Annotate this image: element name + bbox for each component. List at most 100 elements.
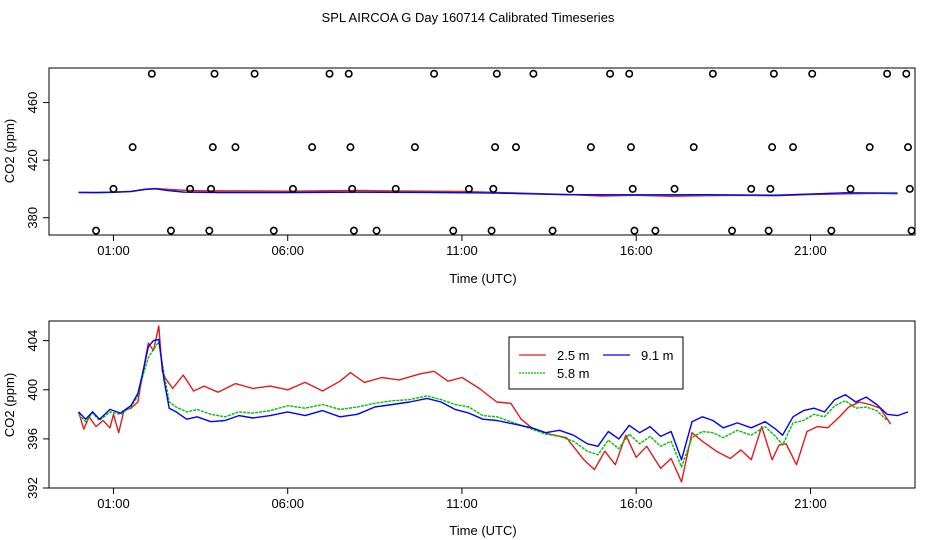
calibration-point — [288, 184, 297, 193]
legend-label-9-1m: 9.1 m — [641, 348, 674, 363]
bottom-y-axis: 392 396 400 404 — [25, 330, 49, 499]
y-tick-label: 392 — [25, 477, 40, 499]
x-tick-label: 21:00 — [794, 496, 827, 511]
calibration-point — [308, 143, 317, 152]
calibration-point — [344, 69, 353, 78]
series-line-9-1m — [78, 188, 898, 197]
calibration-point — [269, 226, 278, 235]
legend: 2.5 m 9.1 m 5.8 m — [508, 336, 684, 390]
x-tick-label: 16:00 — [620, 243, 653, 258]
x-tick-label: 06:00 — [271, 243, 304, 258]
calibration-point — [670, 184, 679, 193]
bottom-plot-frame — [48, 320, 916, 489]
calibration-point — [651, 226, 660, 235]
top-x-axis: 01:00 06:00 11:00 16:00 21:00 — [97, 235, 827, 258]
bottom-series-group — [77, 325, 909, 483]
y-tick-label: 460 — [25, 92, 40, 114]
calibration-point — [904, 143, 913, 152]
calibration-point — [325, 69, 334, 78]
top-y-axis-title: CO2 (ppm) — [2, 119, 17, 183]
legend-box — [508, 336, 684, 390]
calibration-point — [808, 69, 817, 78]
x-tick-label: 11:00 — [446, 243, 478, 258]
bottom-y-axis-title: CO2 (ppm) — [2, 373, 17, 437]
x-tick-label: 11:00 — [446, 496, 478, 511]
calibration-point — [902, 69, 911, 78]
bottom-x-axis-title: Time (UTC) — [449, 523, 516, 538]
calibration-point — [628, 184, 637, 193]
calibration-point — [166, 226, 175, 235]
x-tick-label: 01:00 — [97, 496, 130, 511]
calibration-point — [907, 226, 916, 235]
calibration-point — [492, 69, 501, 78]
calibration-point — [205, 226, 214, 235]
calibration-point — [766, 184, 775, 193]
calibration-point — [489, 184, 498, 193]
calibration-point — [708, 69, 717, 78]
calibration-point — [905, 184, 914, 193]
bottom-x-axis: 01:00 06:00 11:00 16:00 21:00 — [97, 488, 827, 511]
y-tick-label: 420 — [25, 149, 40, 171]
y-tick-label: 396 — [25, 428, 40, 450]
calibration-point — [250, 69, 259, 78]
x-tick-label: 16:00 — [620, 496, 653, 511]
calibration-point — [728, 226, 737, 235]
calibration-point — [630, 226, 639, 235]
x-tick-label: 01:00 — [97, 243, 130, 258]
calibration-point — [346, 143, 355, 152]
calibration-point — [865, 143, 874, 152]
calibration-point — [769, 69, 778, 78]
series-line-9-1m — [78, 338, 909, 461]
calibration-point — [430, 69, 439, 78]
calibration-point — [348, 184, 357, 193]
y-tick-label: 380 — [25, 207, 40, 229]
series-line-5-8m — [78, 341, 888, 468]
calibration-point — [764, 226, 773, 235]
top-x-axis-title: Time (UTC) — [449, 271, 516, 286]
calibration-point — [789, 143, 798, 152]
calibration-point — [846, 184, 855, 193]
x-tick-label: 06:00 — [271, 496, 304, 511]
top-series-group — [78, 187, 898, 198]
calibration-point — [128, 143, 137, 152]
calibration-point — [586, 143, 595, 152]
calibration-point — [626, 143, 635, 152]
top-panel: 01:00 06:00 11:00 16:00 21:00 380 420 460 Time… — [2, 67, 916, 286]
calibration-point — [464, 184, 473, 193]
calibration-point — [511, 143, 520, 152]
calibration-point — [210, 69, 219, 78]
calibration-point — [606, 69, 615, 78]
calibration-point — [768, 143, 777, 152]
calibration-point — [410, 143, 419, 152]
x-tick-label: 21:00 — [794, 243, 827, 258]
calibration-point — [487, 226, 496, 235]
calibration-point — [208, 143, 217, 152]
calibration-point — [548, 226, 557, 235]
calibration-point — [689, 143, 698, 152]
calibration-point — [565, 184, 574, 193]
legend-label-2-5m: 2.5 m — [557, 348, 590, 363]
calibration-point — [883, 69, 892, 78]
figure-title: SPL AIRCOA G Day 160714 Calibrated Times… — [322, 10, 615, 25]
calibration-point — [747, 184, 756, 193]
top-calibration-points — [92, 69, 916, 235]
calibration-point — [491, 143, 500, 152]
y-tick-label: 400 — [25, 379, 40, 401]
top-plot-frame — [48, 67, 916, 236]
calibration-point — [92, 226, 101, 235]
calibration-point — [391, 184, 400, 193]
bottom-panel: 01:00 06:00 11:00 16:00 21:00 392 396 400 404 T… — [2, 320, 916, 538]
calibration-point — [207, 184, 216, 193]
calibration-point — [449, 226, 458, 235]
calibration-point — [529, 69, 538, 78]
calibration-point — [372, 226, 381, 235]
y-tick-label: 404 — [25, 330, 40, 352]
calibration-point — [349, 226, 358, 235]
calibration-point — [625, 69, 634, 78]
calibration-point — [827, 226, 836, 235]
top-y-axis: 380 420 460 — [25, 92, 49, 229]
legend-label-5-8m: 5.8 m — [557, 366, 590, 381]
calibration-point — [231, 143, 240, 152]
series-line-2-5m — [77, 325, 892, 483]
